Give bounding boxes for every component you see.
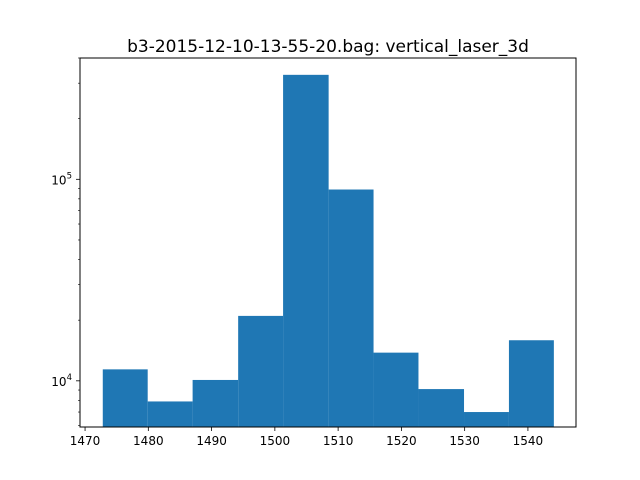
- x-axis-ticks: 1470 1480 1490 1500 1510 1520 1530 1540: [70, 427, 543, 448]
- y-tick-label-base: 10: [51, 173, 66, 187]
- plot-frame: [79, 57, 577, 428]
- chart-title: b3-2015-12-10-13-55-20.bag: vertical_las…: [127, 37, 529, 57]
- histogram-bar: [283, 74, 329, 428]
- histogram-bars: [102, 74, 554, 428]
- x-tick-label: 1510: [323, 434, 354, 448]
- histogram-bar: [328, 189, 374, 427]
- histogram-bar: [238, 315, 284, 427]
- x-tick-label: 1540: [513, 434, 544, 448]
- y-tick-label-base: 10: [51, 375, 66, 389]
- histogram-bar: [192, 379, 239, 427]
- x-tick-label: 1500: [260, 434, 291, 448]
- histogram-bar: [373, 352, 419, 427]
- x-tick-label: 1470: [70, 434, 101, 448]
- histogram-bar: [102, 369, 148, 427]
- y-tick-label-exponent: 5: [67, 171, 72, 181]
- y-tick-label: 104: [51, 373, 72, 389]
- y-tick-label-exponent: 4: [67, 373, 72, 383]
- x-tick-label: 1490: [196, 434, 227, 448]
- x-tick-label: 1480: [133, 434, 164, 448]
- histogram-bar: [508, 340, 554, 427]
- histogram-bar: [418, 389, 465, 427]
- histogram-bar: [147, 401, 193, 427]
- x-tick-label: 1530: [449, 434, 480, 448]
- y-tick-label: 105: [51, 171, 72, 187]
- x-tick-label: 1520: [386, 434, 417, 448]
- histogram-bar: [464, 412, 509, 427]
